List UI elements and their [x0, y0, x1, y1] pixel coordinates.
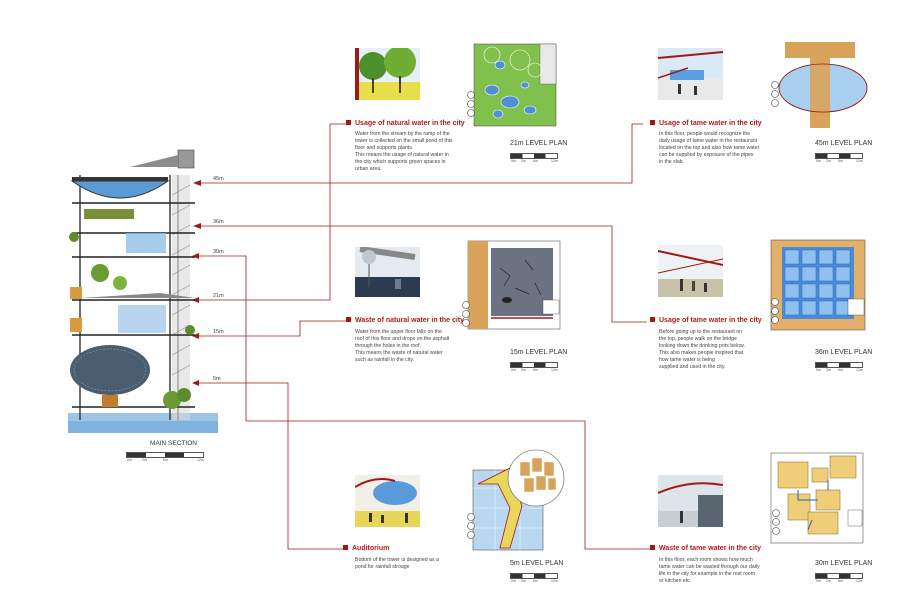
main-section-drawing: [68, 149, 218, 433]
plan-symbols-45m: [771, 81, 779, 107]
perspective-image-45m: [658, 48, 723, 100]
panel-description-15m: Water from the upper floor falls on the r…: [355, 329, 450, 363]
perspective-image-5m: [355, 475, 420, 527]
perspective-image-21m: [355, 48, 420, 100]
panel-description-45m: In this floor, people would recognize th…: [659, 131, 760, 165]
level-label-45m: 45m: [213, 176, 224, 182]
level-label-15m: 15m: [213, 329, 224, 335]
plan-scale-bar-30m: 0m 2m 6m 12m: [815, 573, 863, 583]
plan-label-30m: 30m LEVEL PLAN: [815, 560, 873, 567]
perspective-image-15m: [355, 247, 420, 297]
plan-drawing-5m: [470, 448, 570, 553]
panel-description-36m: Before going up to the restaurant on the …: [659, 329, 745, 370]
panel-description-21m: Water from the stream by the ramp of the…: [355, 131, 453, 172]
plan-drawing-36m: [768, 237, 868, 333]
plan-scale-bar-15m: 0m 2m 6m 12m: [510, 362, 558, 372]
main-section-title: MAIN SECTION: [150, 440, 197, 447]
perspective-image-30m: [658, 475, 723, 527]
plan-drawing-21m: [470, 40, 560, 130]
panel-description-5m: Bottom of the tower is designed as a pond…: [355, 557, 439, 570]
plan-symbols-30m: [772, 509, 780, 535]
main-section-scale-bar: 0m 2m 6m 12m: [126, 452, 204, 462]
panel-title-15m: Waste of natural water in the city: [346, 317, 464, 324]
plan-symbols-21m: [467, 91, 475, 117]
level-label-5m: 5m: [213, 376, 221, 382]
plan-label-21m: 21m LEVEL PLAN: [510, 140, 568, 147]
panel-description-30m: In this floor, each room shows how much t…: [659, 557, 760, 584]
panel-title-5m: Auditorium: [343, 545, 389, 552]
plan-drawing-15m: [465, 238, 565, 333]
plan-symbols-15m: [462, 301, 470, 327]
plan-label-5m: 5m LEVEL PLAN: [510, 560, 564, 567]
panel-title-36m: Usage of tame water in the city: [650, 317, 762, 324]
panel-title-45m: Usage of tame water in the city: [650, 120, 762, 127]
panel-title-30m: Waste of tame water in the city: [650, 545, 761, 552]
plan-scale-bar-45m: 0m 2m 6m 12m: [815, 153, 863, 163]
plan-scale-bar-36m: 0m 2m 6m 12m: [815, 362, 863, 372]
plan-symbols-36m: [771, 298, 779, 324]
plan-label-45m: 45m LEVEL PLAN: [815, 140, 873, 147]
level-label-30m: 30m: [213, 249, 224, 255]
panel-title-21m: Usage of natural water in the city: [346, 120, 465, 127]
plan-label-36m: 36m LEVEL PLAN: [815, 349, 873, 356]
plan-drawing-45m: [775, 38, 870, 133]
plan-scale-bar-5m: 0m 2m 6m 12m: [510, 573, 558, 583]
level-label-21m: 21m: [213, 293, 224, 299]
plan-label-15m: 15m LEVEL PLAN: [510, 349, 568, 356]
perspective-image-36m: [658, 245, 723, 297]
plan-drawing-30m: [768, 450, 868, 548]
plan-scale-bar-21m: 0m 2m 6m 12m: [510, 153, 558, 163]
level-label-36m: 36m: [213, 219, 224, 225]
plan-symbols-5m: [467, 513, 475, 539]
